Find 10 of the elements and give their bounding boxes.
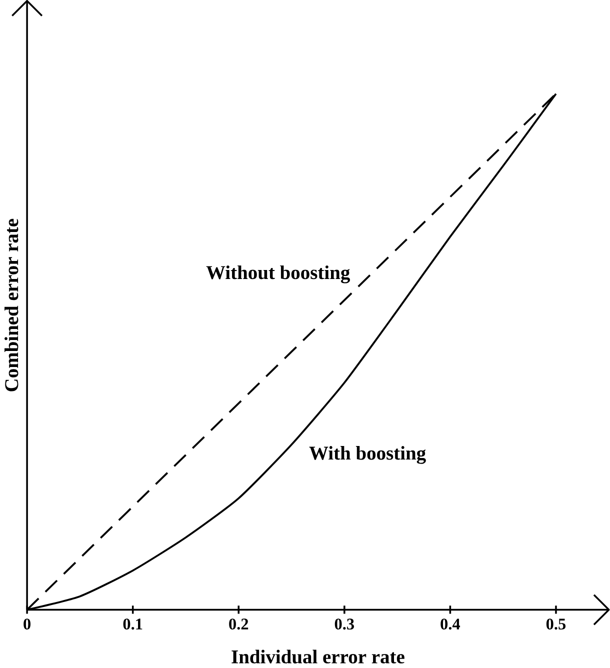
x-axis-title: Individual error rate [232, 650, 405, 664]
y-axis-title: Combined error rate [4, 218, 18, 392]
x-tick-label: 0.2 [229, 618, 248, 630]
x-tick-label: 0.3 [335, 618, 354, 630]
x-tick-label: 0.4 [440, 618, 460, 630]
series-label: Without boosting [206, 265, 350, 284]
x-tick-label: 0.1 [123, 618, 142, 630]
x-tick-label: 0 [24, 618, 31, 630]
series-label: With boosting [309, 446, 426, 464]
x-tick-label: 0.5 [546, 618, 566, 630]
